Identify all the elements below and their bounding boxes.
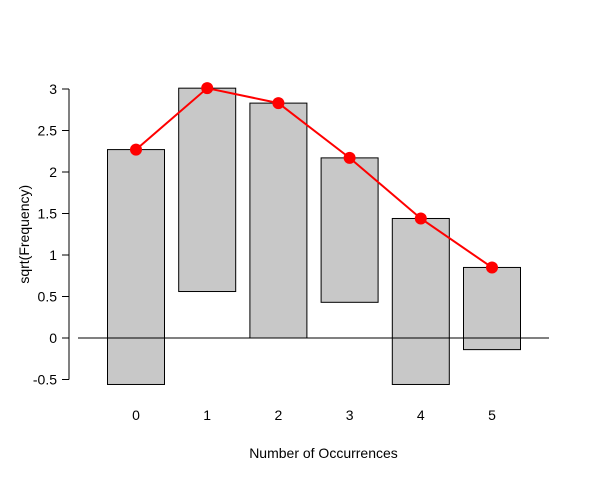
fitted-series [130, 82, 498, 274]
x-tick-label: 3 [346, 407, 354, 423]
x-tick-label: 1 [203, 407, 211, 423]
x-tick-label: 5 [488, 407, 496, 423]
y-tick-label: 0.5 [38, 289, 58, 305]
bar-0 [107, 149, 165, 385]
bar-2 [249, 102, 308, 339]
y-tick-label: 2.5 [38, 123, 58, 139]
y-tick-label: 2 [49, 164, 57, 180]
y-tick-label: 3 [49, 81, 57, 97]
bar-4 [391, 217, 450, 385]
fitted-point-2 [272, 97, 285, 110]
bar-3 [320, 157, 379, 303]
y-axis: -0.5 0 0.5 1 1.5 2 2.5 3 [33, 81, 70, 388]
y-tick-label: 1 [49, 247, 57, 263]
fitted-line [135, 87, 493, 269]
x-tick-label: 4 [417, 407, 425, 423]
x-axis: 0 1 2 3 4 5 [132, 407, 496, 423]
fitted-point-1 [201, 82, 214, 95]
x-tick-label: 0 [132, 407, 140, 423]
bar-5 [463, 266, 521, 351]
bar-1 [178, 87, 237, 293]
y-tick-label: -0.5 [33, 372, 57, 388]
bars [107, 87, 521, 385]
fitted-point-4 [414, 212, 427, 225]
y-tick-label: 0 [49, 330, 57, 346]
fitted-point-3 [343, 151, 356, 164]
x-tick-label: 2 [275, 407, 283, 423]
x-axis-title: Number of Occurrences [249, 445, 398, 461]
fitted-point-0 [130, 143, 142, 156]
fitted-point-5 [486, 261, 498, 274]
y-tick-label: 1.5 [38, 206, 58, 222]
y-axis-title: sqrt(Frequency) [16, 185, 32, 284]
